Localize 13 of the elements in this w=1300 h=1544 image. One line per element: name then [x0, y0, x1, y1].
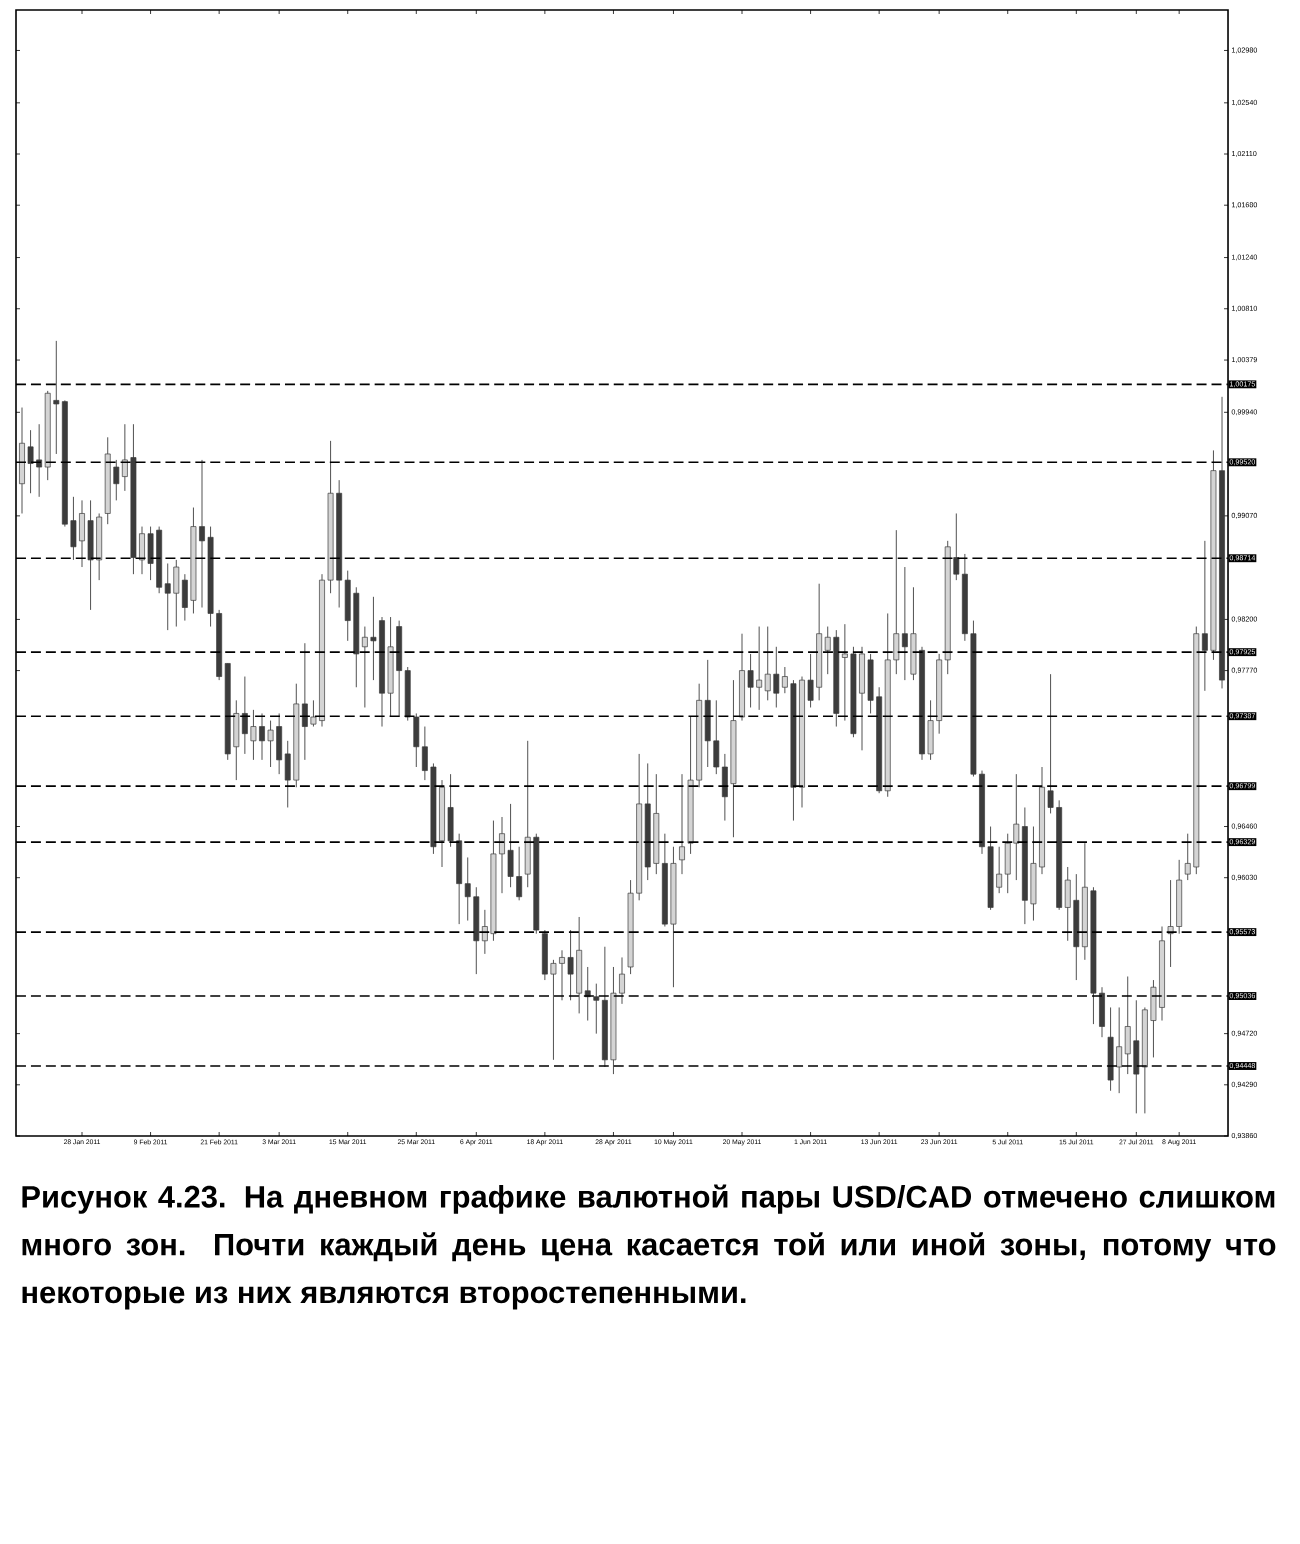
- candlestick: [679, 773, 685, 875]
- candlestick: [1073, 873, 1080, 981]
- candlestick: [1107, 1007, 1114, 1092]
- candlestick: [27, 429, 34, 494]
- candlestick: [1167, 879, 1174, 968]
- candlestick: [87, 499, 94, 611]
- candlestick: [147, 526, 154, 581]
- candlestick: [567, 929, 574, 1001]
- candlestick: [250, 709, 257, 761]
- candlestick: [267, 720, 274, 768]
- candlestick: [1133, 999, 1140, 1114]
- candlestick: [387, 616, 394, 718]
- text: Рисунок 4.23. На дневном графике валютной пары USD/CAD отмечено слишком много зон. Почти каждый день цена касается той или иной зоны, потому что некоторые из них являются второстепенными.: [22, 1184, 1276, 1310]
